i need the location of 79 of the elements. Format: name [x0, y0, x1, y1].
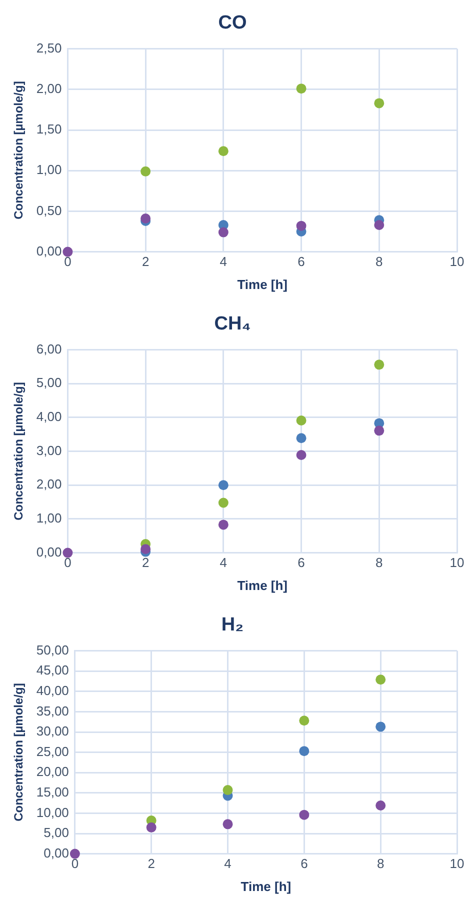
point: [376, 674, 386, 685]
y-tick-label: 5,00: [36, 375, 62, 390]
x-axis-title: Time [h]: [237, 276, 288, 292]
point: [296, 416, 306, 426]
y-tick-label: 20,00: [36, 764, 69, 780]
point: [374, 426, 384, 436]
y-axis-title: Concentration [µmole/g]: [12, 382, 26, 520]
point: [296, 450, 306, 460]
point: [299, 716, 310, 726]
chart-title: CH₄: [214, 314, 251, 335]
y-tick-label: 0,50: [36, 202, 62, 218]
y-tick-label: 15,00: [36, 784, 69, 800]
point: [140, 166, 151, 176]
y-tick-label: 1,00: [36, 162, 62, 178]
x-tick-label: 8: [376, 856, 384, 872]
point: [299, 810, 310, 820]
y-axis-title: Concentration [µmole/g]: [12, 683, 26, 822]
x-tick-label: 10: [450, 555, 464, 570]
y-tick-label: 4,00: [36, 409, 62, 424]
y-tick-label: 50,00: [36, 642, 69, 658]
x-tick-label: 0: [64, 555, 72, 570]
x-tick-label: 0: [71, 856, 79, 872]
point: [222, 819, 233, 830]
chart-title: CO: [218, 12, 247, 34]
point: [62, 246, 73, 257]
y-tick-label: 2,00: [36, 80, 62, 96]
chart-title: H₂: [221, 614, 244, 636]
x-tick-label: 10: [450, 254, 464, 270]
x-tick-label: 6: [300, 856, 308, 872]
point: [374, 360, 384, 370]
point: [376, 722, 386, 732]
point: [299, 746, 310, 756]
y-tick-label: 45,00: [36, 662, 69, 678]
point: [140, 544, 151, 554]
x-tick-label: 8: [376, 555, 383, 570]
y-tick-label: 30,00: [36, 724, 69, 739]
point: [218, 480, 228, 490]
y-tick-label: 2,50: [36, 40, 62, 56]
point: [218, 520, 228, 530]
point: [70, 848, 80, 859]
y-tick-label: 6,00: [36, 341, 62, 356]
x-axis-title: Time [h]: [240, 878, 292, 894]
x-tick-label: 6: [298, 555, 305, 570]
y-tick-label: 0,00: [36, 243, 62, 258]
x-tick-label: 8: [376, 254, 383, 270]
point: [62, 548, 73, 558]
y-tick-label: 25,00: [36, 744, 69, 759]
point: [374, 98, 384, 108]
point: [296, 84, 306, 94]
point: [376, 800, 386, 810]
x-tick-label: 4: [224, 856, 232, 872]
x-tick-label: 10: [450, 856, 464, 872]
y-tick-label: 0,00: [36, 544, 62, 560]
point: [222, 785, 233, 796]
x-tick-label: 4: [220, 254, 228, 270]
y-axis-title: Concentration [µmole/g]: [12, 81, 26, 220]
x-tick-label: 6: [298, 254, 305, 270]
point: [296, 433, 306, 444]
y-tick-label: 1,50: [36, 122, 62, 137]
x-tick-label: 2: [142, 254, 150, 270]
y-tick-label: 3,00: [36, 442, 62, 458]
point: [146, 822, 156, 832]
x-tick-label: 0: [64, 254, 72, 270]
x-axis-title: Time [h]: [237, 578, 288, 593]
y-tick-label: 1,00: [36, 510, 62, 526]
x-tick-label: 2: [142, 555, 150, 570]
point: [218, 498, 228, 508]
point: [218, 146, 228, 156]
y-tick-label: 2,00: [36, 476, 62, 492]
point: [218, 227, 228, 238]
y-tick-label: 10,00: [36, 804, 69, 820]
point: [296, 220, 306, 231]
point: [374, 220, 384, 230]
y-tick-label: 35,00: [36, 703, 69, 718]
x-tick-label: 4: [220, 555, 228, 570]
y-tick-label: 40,00: [36, 682, 69, 698]
y-tick-label: 0,00: [44, 845, 69, 860]
y-tick-label: 5,00: [44, 825, 69, 840]
x-tick-label: 2: [148, 856, 155, 872]
